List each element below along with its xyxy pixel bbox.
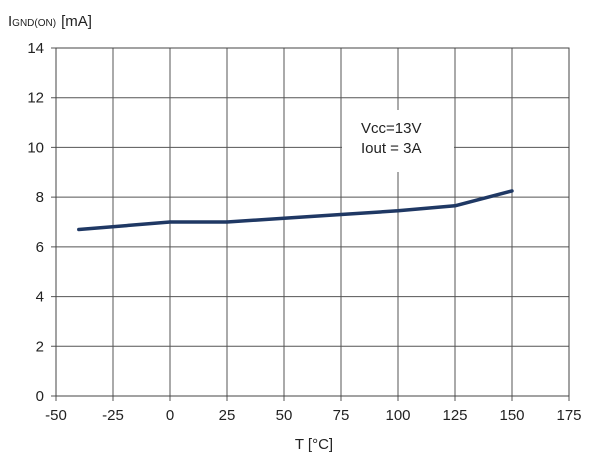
x-tick-labels: -50 -25 0 25 50 75 100 125 150 175 [45,407,581,424]
x-tick-label-0: -50 [45,407,67,424]
annotation-line-1: Vcc=13V [361,120,421,137]
y-tick-label-6: 12 [27,90,44,107]
x-tick-label-7: 125 [442,407,467,424]
y-axis-title-subscript: GND(ON) [12,18,56,29]
x-tick-label-2: 0 [166,407,174,424]
y-tick-label-0: 0 [36,388,44,405]
y-tick-label-3: 6 [36,239,44,256]
x-tick-label-8: 150 [499,407,524,424]
y-tick-label-1: 2 [36,338,44,355]
y-tick-labels: 0 2 4 6 8 10 12 14 [27,40,44,405]
y-tick-label-5: 10 [27,139,44,156]
series-line-0 [77,189,514,232]
x-tick-label-5: 75 [333,407,350,424]
x-axis-title: T [°C] [295,436,333,453]
plot-frame [55,47,570,397]
y-axis-title-main: I [8,13,12,30]
axes [55,47,570,397]
annotation-box [342,110,454,172]
y-tick-label-4: 8 [36,189,44,206]
annotation-line-2: Iout = 3A [361,140,421,157]
x-tick-label-1: -25 [102,407,124,424]
y-tick-label-2: 4 [36,289,44,306]
y-tick-label-7: 14 [27,40,44,57]
y-axis-title-unit: [mA] [61,13,92,30]
x-tick-label-3: 25 [219,407,236,424]
x-tick-label-9: 175 [556,407,581,424]
x-tick-label-4: 50 [276,407,293,424]
y-axis-title: IGND(ON) [mA] [8,13,92,30]
series-group [77,189,514,232]
x-tick-label-6: 100 [385,407,410,424]
